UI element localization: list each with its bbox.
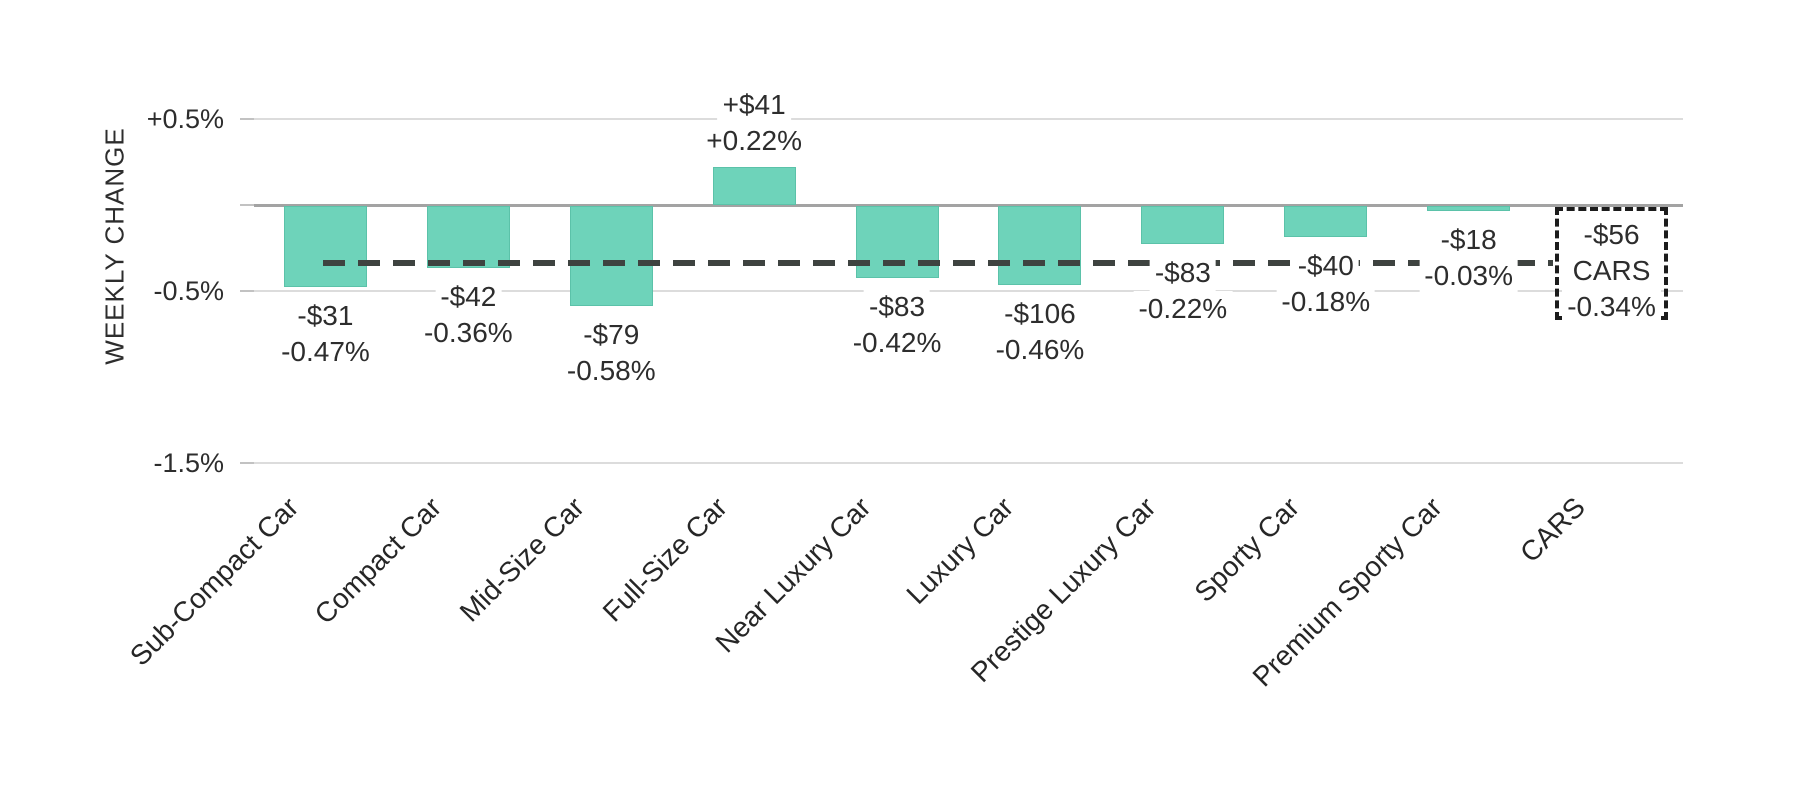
y-gridline xyxy=(254,290,1683,292)
bar-dollar-value: -$83 xyxy=(1149,254,1216,291)
bar-dollar-value: +$41 xyxy=(717,87,791,124)
bar-premium-sporty-car xyxy=(1427,206,1511,212)
summary-pct-value: -0.34% xyxy=(1562,289,1661,325)
x-axis-label-mid-size-car: Mid-Size Car xyxy=(454,491,591,628)
y-tick-mark xyxy=(240,290,254,292)
bar-value-labels: -$18 -0.03% xyxy=(1419,222,1518,295)
x-axis-label-near-luxury-car: Near Luxury Car xyxy=(709,491,877,659)
bar-dollar-value: -$40 xyxy=(1292,247,1359,284)
bar-full-size-car xyxy=(712,167,796,205)
bar-sporty-car xyxy=(1284,206,1368,237)
average-dashed-line xyxy=(323,260,1554,267)
bar-pct-value: -0.03% xyxy=(1419,258,1518,295)
bar-value-labels: -$83 -0.22% xyxy=(1133,254,1233,327)
x-axis-label-sporty-car: Sporty Car xyxy=(1188,491,1305,608)
bar-value-labels: -$31 -0.47% xyxy=(276,297,375,370)
bar-prestige-luxury-car xyxy=(1141,206,1225,244)
x-axis-label-full-size-car: Full-Size Car xyxy=(597,491,734,628)
x-axis-label-cars: CARS xyxy=(1513,491,1591,569)
bar-luxury-car xyxy=(998,206,1082,286)
bar-value-labels: -$106 -0.46% xyxy=(990,296,1090,369)
bar-dollar-value: -$18 xyxy=(1435,222,1502,259)
y-axis-title: WEEKLY CHANGE xyxy=(99,127,130,365)
bar-value-labels: -$83 -0.42% xyxy=(847,289,947,362)
bar-dollar-value: -$42 xyxy=(435,278,502,315)
bar-value-labels: -$40 -0.18% xyxy=(1276,247,1376,320)
y-gridline xyxy=(254,462,1683,464)
y-gridline xyxy=(254,118,1683,120)
bar-pct-value: -0.46% xyxy=(990,332,1090,369)
y-tick-mark xyxy=(240,462,254,464)
bar-pct-value: -0.18% xyxy=(1276,283,1376,320)
bar-pct-value: -0.58% xyxy=(561,352,661,389)
bar-mid-size-car xyxy=(569,206,653,306)
y-tick-label: +0.5% xyxy=(146,104,224,134)
y-tick-mark xyxy=(240,118,254,120)
bar-dollar-value: -$106 xyxy=(999,296,1081,333)
y-tick-label: -1.5% xyxy=(153,448,224,478)
x-axis-label-sub-compact-car: Sub-Compact Car xyxy=(124,491,305,672)
bar-pct-value: -0.36% xyxy=(418,314,518,351)
y-tick-mark xyxy=(240,204,254,206)
bar-sub-compact-car xyxy=(283,206,367,287)
bar-pct-value: -0.47% xyxy=(276,333,375,370)
bar-dollar-value: -$83 xyxy=(864,289,931,326)
bar-compact-car xyxy=(426,206,510,268)
bar-dollar-value: -$79 xyxy=(578,316,645,353)
summary-dollar-value: -$56 xyxy=(1578,217,1645,253)
bar-pct-value: -0.42% xyxy=(847,325,947,362)
summary-category-label: CARS xyxy=(1567,253,1656,289)
bar-near-luxury-car xyxy=(855,206,939,279)
y-tick-label: -0.5% xyxy=(153,276,224,306)
zero-axis-line xyxy=(254,204,1683,207)
bar-value-labels: +$41 +0.22% xyxy=(701,87,808,160)
x-axis-label-compact-car: Compact Car xyxy=(309,491,448,630)
bar-value-labels: -$79 -0.58% xyxy=(561,316,661,389)
bar-value-labels: -$42 -0.36% xyxy=(418,278,518,351)
x-axis-label-luxury-car: Luxury Car xyxy=(900,491,1020,611)
bar-pct-value: -0.22% xyxy=(1133,290,1233,327)
bar-dollar-value: -$31 xyxy=(292,297,359,334)
bar-pct-value: +0.22% xyxy=(701,123,808,160)
summary-box-cars: -$56CARS-0.34% xyxy=(1555,207,1669,325)
